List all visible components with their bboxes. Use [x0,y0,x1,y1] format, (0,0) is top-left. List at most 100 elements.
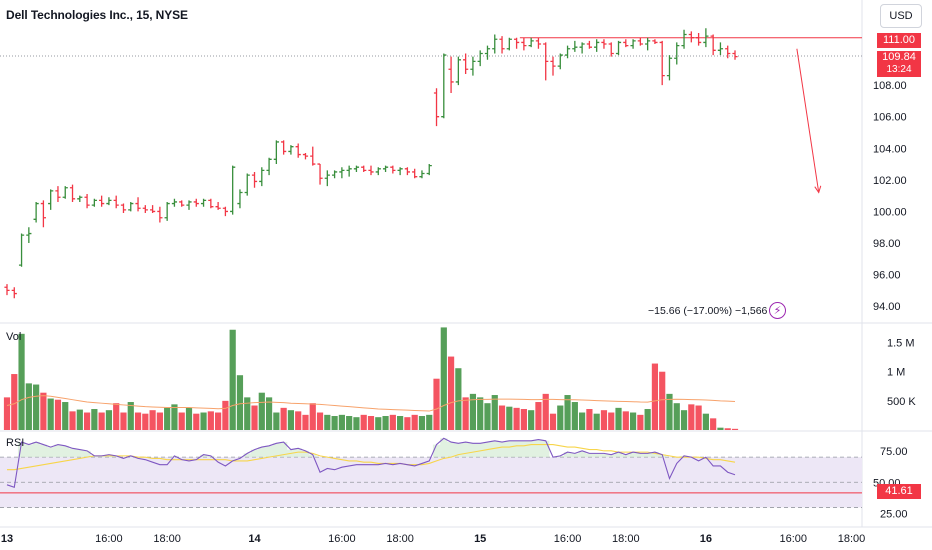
ohlc-bar [48,189,54,210]
volume-bar [651,363,659,430]
ohlc-bar [69,184,76,202]
ohlc-bar [535,37,542,49]
ohlc-bar [630,39,636,49]
volume-bar [571,402,578,430]
chart-title: Dell Technologies Inc., 15, NYSE [6,8,188,22]
volume-bar [397,416,404,430]
volume-bar [346,416,353,430]
rsi-pane-label: RSI [6,437,25,449]
ohlc-bar [382,165,389,172]
volume-bar [447,356,455,430]
time-tick-label: 14 [248,533,261,545]
projection-arrow-line [796,48,820,193]
ohlc-bar [55,186,61,202]
ohlc-bar [543,42,549,81]
ohlc-bar [142,205,148,214]
ohlc-bar [317,163,323,185]
ohlc-bar [259,167,265,187]
ohlc-bar [135,197,141,212]
ohlc-bar [179,200,185,207]
volume-bar [644,409,651,430]
rsi-tick-label: 25.00 [880,509,908,521]
volume-bar [33,384,40,430]
ohlc-bar [288,145,294,155]
volume-bar [469,393,477,430]
volume-tick-label: 500 K [887,396,916,408]
volume-bar [120,412,127,430]
ohlc-bar [353,165,360,172]
ohlc-bar [230,165,236,215]
ohlc-bar [557,53,563,70]
ohlc-bar [492,34,498,54]
ohlc-bar [222,206,228,217]
volume-bar [105,410,113,430]
volume-bar [462,397,469,430]
rsi-tick-label: 75.00 [880,446,908,458]
last-price-value: 109.84 [882,51,916,63]
volume-bar [200,412,207,430]
volume-bar [338,414,345,430]
ohlc-bar [623,39,629,48]
volume-bar [702,413,709,430]
ohlc-bar [455,56,461,86]
ohlc-bar [433,88,440,127]
ohlc-bar [659,40,665,86]
volume-bar [506,406,513,430]
ohlc-bar [412,168,418,179]
volume-bar [244,397,251,430]
currency-button[interactable]: USD [880,4,922,28]
volume-bar [593,413,600,430]
ohlc-bar [470,56,476,76]
volume-bar [455,368,462,430]
volume-bar [83,412,91,430]
ohlc-bar [339,167,345,179]
ohlc-bar [84,194,90,209]
volume-bar [25,383,32,430]
volume-bar [389,414,396,430]
volume-bar [360,414,367,430]
ohlc-bar [645,37,651,51]
volume-bar [265,397,273,430]
volume-bar [528,410,535,430]
volume-bar [375,417,382,430]
price-tag-level: 111.00 [877,33,921,48]
volume-bar [215,412,222,430]
ohlc-bar [295,143,301,158]
ohlc-bar [681,29,687,49]
ohlc-bar [215,201,221,210]
ohlc-bar [615,40,622,56]
ohlc-bar [11,287,17,299]
volume-bar [164,407,171,430]
volume-bar [586,409,593,430]
volume-bar [717,427,724,430]
rsi-overbought-fill [17,438,688,458]
ohlc-bar [594,39,600,52]
ohlc-bar [310,146,316,166]
volume-bar [695,405,702,430]
ohlc-bar [703,28,709,48]
ohlc-bar [521,37,527,51]
volume-bar [724,428,731,430]
time-tick-label: 16:00 [328,533,356,545]
ohlc-bar [404,167,410,176]
volume-bar [54,399,62,430]
ohlc-bar [33,201,39,223]
time-tick-label: 15 [474,533,486,545]
ohlc-bar [273,140,279,165]
ohlc-bar [674,42,680,65]
ohlc-bar [128,201,134,212]
ohlc-bar [550,56,556,76]
volume-bar [76,409,83,430]
ohlc-bar [26,227,32,244]
ohlc-bar [426,164,432,176]
volume-bar [440,327,447,430]
volume-bar [280,407,287,430]
volume-bar [608,412,615,430]
volume-ma-line [6,395,736,412]
ohlc-bar [477,50,483,67]
price-tick-label: 106.00 [873,112,907,124]
price-tag-rsi: 41.61 [877,484,921,499]
lightning-icon[interactable]: ⚡︎ [769,302,786,319]
volume-bar [659,371,666,430]
